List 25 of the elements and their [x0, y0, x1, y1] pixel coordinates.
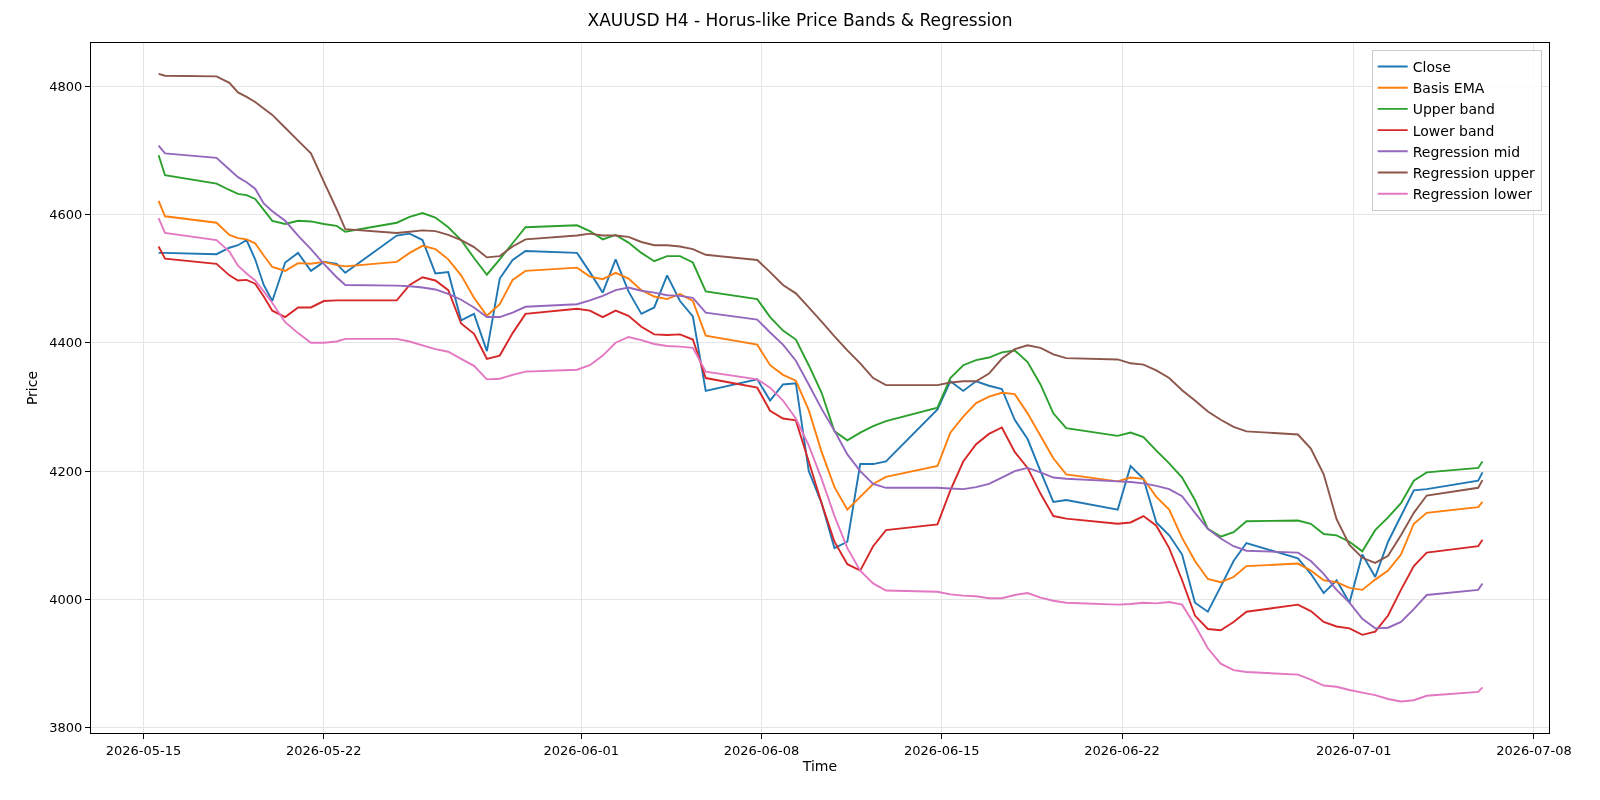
- x-tick-label: 2026-06-15: [903, 742, 980, 758]
- x-tick-label: 2026-06-22: [1084, 742, 1160, 758]
- line-series: [157, 217, 1484, 703]
- y-tick-label: 4400: [49, 335, 83, 351]
- legend-label: Close: [1412, 58, 1451, 75]
- legend-label: Regression lower: [1412, 186, 1533, 203]
- x-tick-label: 2026-07-08: [1496, 742, 1572, 758]
- legend-label: Regression upper: [1412, 164, 1535, 181]
- legend-label: Regression mid: [1412, 143, 1521, 160]
- legend-label: Lower band: [1412, 122, 1495, 139]
- y-tick-label: 4600: [49, 206, 83, 222]
- x-tick-label: 2026-06-01: [543, 742, 620, 758]
- x-tick-label: 2026-05-22: [286, 742, 362, 758]
- y-tick-label: 3800: [49, 720, 83, 736]
- chart-title: XAUUSD H4 - Horus-like Price Bands & Regression: [587, 9, 1013, 30]
- legend-label: Basis EMA: [1412, 80, 1485, 97]
- x-tick-label: 2026-07-01: [1315, 742, 1392, 758]
- x-axis-title: Time: [801, 757, 838, 774]
- legend-label: Upper band: [1412, 101, 1495, 118]
- y-axis-title: Price: [23, 370, 40, 406]
- y-tick-label: 4800: [49, 78, 83, 94]
- y-tick-label: 4200: [49, 463, 83, 479]
- y-tick-label: 4000: [49, 592, 83, 608]
- x-tick-label: 2026-06-08: [723, 742, 800, 758]
- x-tick-label: 2026-05-15: [105, 742, 182, 758]
